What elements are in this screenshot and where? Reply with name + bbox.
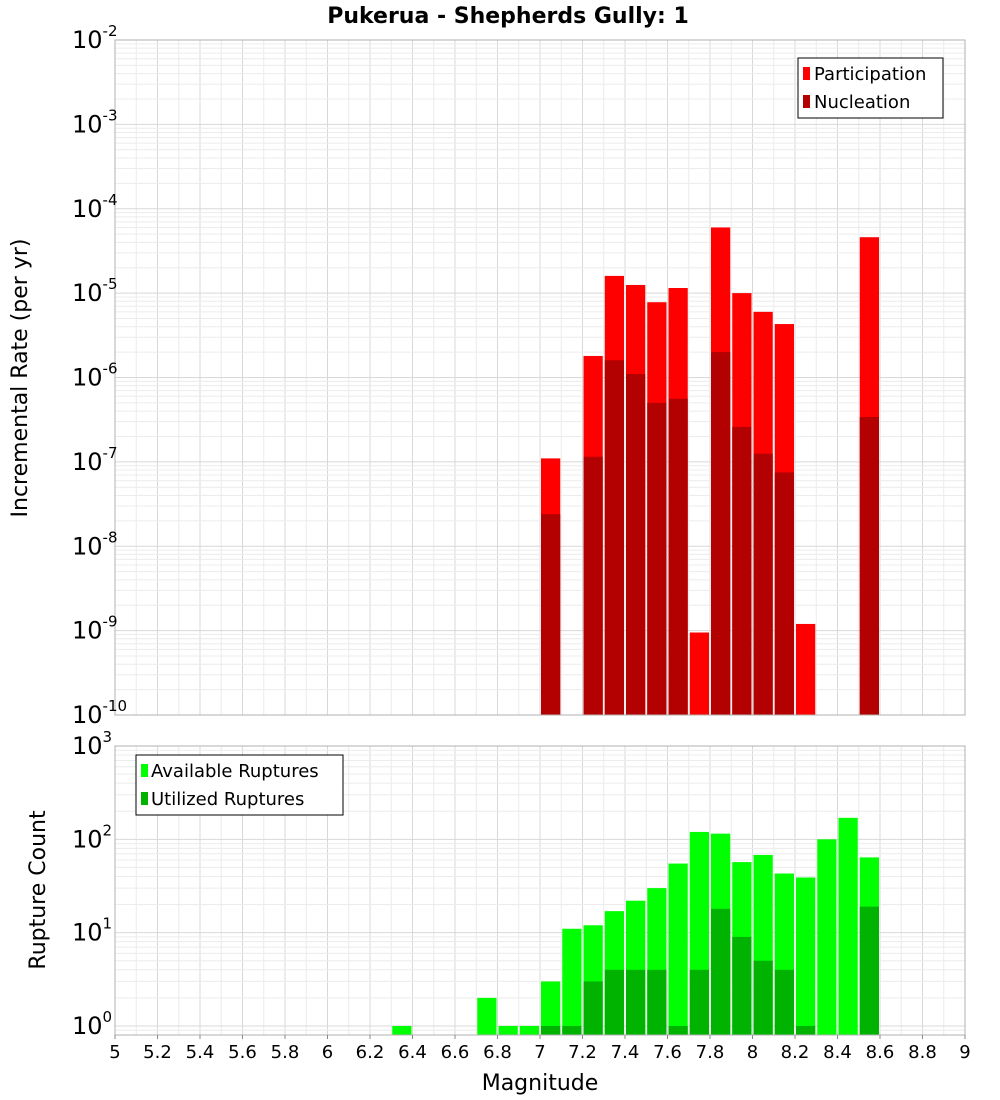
legend-swatch-available-ruptures <box>141 764 148 777</box>
rupture-bar-available-ruptures <box>817 839 837 1035</box>
x-tick-label: 7.2 <box>568 1042 597 1063</box>
x-tick-label: 8.8 <box>908 1042 937 1063</box>
rupture-bar-available-ruptures <box>498 1025 518 1035</box>
rupture-bar-utilized-ruptures <box>668 1025 688 1035</box>
rupture-panel-y-ticks: 100 101 102 103 <box>72 728 112 1040</box>
y-tick-label: 10-9 <box>72 613 118 645</box>
rupture-bar-available-ruptures <box>562 928 582 1035</box>
y-tick-label: 103 <box>72 728 112 760</box>
rupture-count-panel: 100 101 102 103 5 5.2 5.4 5.6 5.8 6 6.2 6.4 6.6 6.8 7… <box>26 728 971 1096</box>
x-tick-label: 5.4 <box>186 1042 215 1063</box>
y-tick-label: 10-5 <box>72 275 118 307</box>
rupture-bar-utilized-ruptures <box>753 960 773 1035</box>
rate-bar-participation <box>689 632 709 715</box>
y-tick-label: 10-10 <box>72 697 127 729</box>
rate-panel-frame <box>114 39 966 716</box>
rate-panel: 10-10 10-9 10-8 10-7 10-6 10-5 10-4 10-3 10-2 In… <box>8 22 966 729</box>
x-axis-label: Magnitude <box>482 1071 599 1096</box>
rate-panel-bars <box>541 227 879 715</box>
legend-label-participation: Participation <box>814 64 926 85</box>
rate-panel-legend: Participation Nucleation <box>797 57 944 119</box>
rupture-bar-utilized-ruptures <box>562 1025 582 1035</box>
rate-bar-participation <box>796 623 816 715</box>
x-tick-label: 5.6 <box>228 1042 257 1063</box>
rate-bar-nucleation <box>774 472 794 715</box>
y-tick-label: 100 <box>72 1008 112 1040</box>
rate-panel-y-ticks: 10-10 10-9 10-8 10-7 10-6 10-5 10-4 10-3 10-2 <box>72 22 127 729</box>
x-axis-ticks: 5 5.2 5.4 5.6 5.8 6 6.2 6.4 6.6 6.8 7 7.2 7.4 7.6 7.8 8… <box>109 1035 971 1063</box>
rate-bar-nucleation <box>753 453 773 715</box>
legend-swatch-utilized-ruptures <box>141 792 148 805</box>
y-tick-label: 10-7 <box>72 444 118 476</box>
y-tick-label: 102 <box>72 821 112 853</box>
x-tick-label: 6.2 <box>356 1042 385 1063</box>
rupture-bar-available-ruptures <box>541 981 561 1035</box>
rupture-bar-utilized-ruptures <box>626 969 646 1035</box>
rupture-legend-box <box>135 754 344 816</box>
rupture-bar-utilized-ruptures <box>859 906 879 1035</box>
x-tick-label: 6.4 <box>398 1042 427 1063</box>
y-tick-label: 101 <box>72 915 112 947</box>
x-tick-label: 6.8 <box>483 1042 512 1063</box>
rupture-panel-y-label: Rupture Count <box>26 810 51 970</box>
chart-title: Pukerua - Shepherds Gully: 1 <box>327 4 689 29</box>
rupture-bar-available-ruptures <box>392 1025 412 1035</box>
rate-bar-nucleation <box>732 426 752 715</box>
x-tick-label: 9 <box>959 1042 970 1063</box>
rate-bar-nucleation <box>859 417 879 715</box>
rate-legend-box <box>797 57 944 119</box>
rupture-bar-available-ruptures <box>477 997 497 1035</box>
rupture-bar-available-ruptures <box>796 877 816 1035</box>
x-tick-label: 7.8 <box>696 1042 725 1063</box>
legend-swatch-nucleation <box>803 95 810 108</box>
rupture-bar-available-ruptures <box>519 1025 539 1035</box>
rupture-bar-utilized-ruptures <box>604 969 624 1035</box>
x-tick-label: 8.4 <box>823 1042 852 1063</box>
legend-label-available-ruptures: Available Ruptures <box>151 761 319 782</box>
rupture-bar-utilized-ruptures <box>732 936 752 1035</box>
x-tick-label: 7.4 <box>611 1042 640 1063</box>
rupture-bar-available-ruptures <box>838 817 858 1035</box>
rate-panel-y-label: Incremental Rate (per yr) <box>8 239 33 518</box>
rate-bar-nucleation <box>711 352 731 715</box>
x-tick-label: 7 <box>534 1042 545 1063</box>
x-tick-label: 8.2 <box>781 1042 810 1063</box>
x-tick-label: 5 <box>109 1042 120 1063</box>
rate-bar-nucleation <box>668 398 688 715</box>
rate-bar-nucleation <box>604 360 624 715</box>
y-tick-label: 10-8 <box>72 528 118 560</box>
rate-panel-grid <box>114 39 966 716</box>
rate-bar-nucleation <box>583 456 603 715</box>
x-tick-label: 8.6 <box>866 1042 895 1063</box>
legend-swatch-participation <box>803 67 810 80</box>
x-tick-label: 6.6 <box>441 1042 470 1063</box>
x-tick-label: 5.8 <box>271 1042 300 1063</box>
rupture-panel-grid <box>114 746 966 1036</box>
y-tick-label: 10-3 <box>72 106 118 138</box>
rupture-panel-legend: Available Ruptures Utilized Ruptures <box>135 754 344 816</box>
rate-bar-nucleation <box>626 374 646 715</box>
x-tick-label: 8 <box>747 1042 758 1063</box>
y-tick-label: 10-6 <box>72 360 118 392</box>
rate-bar-nucleation <box>647 402 667 715</box>
rupture-bar-utilized-ruptures <box>689 969 709 1035</box>
rupture-panel-bars <box>392 817 879 1035</box>
rupture-bar-utilized-ruptures <box>583 981 603 1035</box>
rupture-bar-utilized-ruptures <box>647 969 667 1035</box>
rupture-bar-utilized-ruptures <box>774 969 794 1035</box>
rupture-bar-utilized-ruptures <box>796 1025 816 1035</box>
rate-bar-nucleation <box>541 514 561 715</box>
rupture-bar-utilized-ruptures <box>541 1025 561 1035</box>
x-tick-label: 6 <box>322 1042 333 1063</box>
y-tick-label: 10-2 <box>72 22 118 54</box>
x-tick-label: 5.2 <box>143 1042 172 1063</box>
legend-label-nucleation: Nucleation <box>814 92 910 113</box>
x-tick-label: 7.6 <box>653 1042 682 1063</box>
rupture-bar-utilized-ruptures <box>711 908 731 1035</box>
y-tick-label: 10-4 <box>72 191 118 223</box>
rupture-bar-available-ruptures <box>668 863 688 1035</box>
legend-label-utilized-ruptures: Utilized Ruptures <box>151 789 304 810</box>
